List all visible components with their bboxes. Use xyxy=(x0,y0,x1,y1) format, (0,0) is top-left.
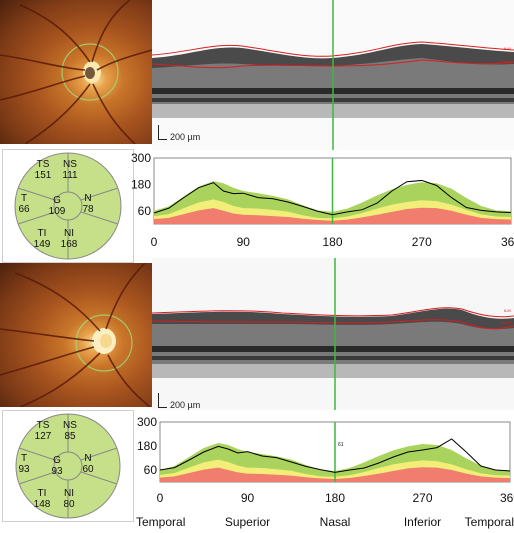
sector-g-value-2: 93 xyxy=(51,466,63,477)
sector-circle-2 xyxy=(15,413,121,519)
sector-ns-2: NS 85 xyxy=(54,420,86,442)
sector-g-label-1: G xyxy=(53,195,61,206)
sector-ts-value-1: 151 xyxy=(34,170,52,181)
sector-ni-label-1: NI xyxy=(64,228,74,239)
x-region-label-temporal-0: Temporal xyxy=(136,515,185,529)
sector-ts-label-1: TS xyxy=(36,159,50,170)
x-tick-label-270: 270 xyxy=(412,491,432,505)
scale-bar-label-1: 200 µm xyxy=(170,132,201,142)
rnfl-profile-line xyxy=(159,438,511,473)
sector-ti-value-1: 149 xyxy=(33,239,51,250)
sector-panel-2: TS 127 NS 85 T 93 G 93 N 60 TI 148 NI 80 xyxy=(2,410,134,522)
sector-ti-1: TI 149 xyxy=(26,228,58,250)
sector-n-label-2: N xyxy=(84,453,92,464)
sector-n-value-2: 60 xyxy=(82,464,94,475)
x-tick-label-90: 90 xyxy=(237,235,251,249)
sector-ni-value-2: 80 xyxy=(63,499,75,510)
sector-t-1: T 66 xyxy=(8,193,40,215)
fundus-image-2 xyxy=(0,263,152,407)
scale-bar-line-2 xyxy=(158,393,167,408)
oct-bscan-1: ILM RNFL 200 µm xyxy=(152,0,514,150)
y-tick-label-180: 180 xyxy=(137,439,157,453)
sector-n-1: N 78 xyxy=(72,193,104,215)
x-tick-label-360: 360 xyxy=(500,491,514,505)
sector-g-value-1: 109 xyxy=(48,206,66,217)
sector-n-2: N 60 xyxy=(72,453,104,475)
ilm-label-2: ILM xyxy=(504,308,511,313)
sector-g-2: G 93 xyxy=(41,455,73,477)
y-tick-label-180: 180 xyxy=(131,177,151,191)
rnfl-profile-svg-2: 61 300 180 60 0 90 180 270 360 Temporal Superior Na… xyxy=(136,415,514,529)
sector-g-1: G 109 xyxy=(41,195,73,217)
sector-ns-1: NS 111 xyxy=(54,159,86,181)
x-tick-label-180: 180 xyxy=(325,491,345,505)
rnfl-label-1: RNFL xyxy=(502,59,513,64)
rnfl-profile-chart-2: 61 300 180 60 0 90 180 270 360 Temporal Superior Na… xyxy=(132,410,514,533)
sector-t-label-1: T xyxy=(20,193,28,204)
sector-ts-1: TS 151 xyxy=(27,159,59,181)
sector-n-value-1: 78 xyxy=(82,204,94,215)
scale-bar-2: 200 µm xyxy=(158,392,218,410)
y-tick-label-300: 300 xyxy=(131,151,151,165)
sector-ni-label-2: NI xyxy=(64,488,74,499)
scale-bar-1: 200 µm xyxy=(158,122,218,142)
sector-n-label-1: N xyxy=(84,193,92,204)
sector-g-label-2: G xyxy=(53,455,61,466)
abnormal-band-red xyxy=(154,207,511,224)
x-tick-label-180: 180 xyxy=(322,235,342,249)
sector-ni-2: NI 80 xyxy=(53,488,85,510)
x-tick-label-0: 0 xyxy=(157,491,164,505)
fundus-vessels-1 xyxy=(0,0,152,144)
scale-bar-line-1 xyxy=(158,125,167,140)
x-region-label-inferior-3: Inferior xyxy=(404,515,441,529)
sector-ts-label-2: TS xyxy=(36,420,50,431)
sector-ts-value-2: 127 xyxy=(34,431,52,442)
sector-panel-1: TS 151 NS 111 T 66 G 109 N 78 TI 149 NI … xyxy=(2,149,134,263)
oct-layers-2: ILM RNFL xyxy=(152,258,514,410)
x-region-label-nasal-2: Nasal xyxy=(320,515,351,529)
x-tick-label-270: 270 xyxy=(412,235,432,249)
sector-ti-2: TI 148 xyxy=(26,488,58,510)
ilm-label-1: ILM xyxy=(504,46,511,51)
sector-ti-label-2: TI xyxy=(37,488,47,499)
sector-ts-2: TS 127 xyxy=(27,420,59,442)
rnfl-profile-chart-1: 300 180 60 0 90 180 270 360 xyxy=(131,150,514,258)
sector-ns-value-2: 85 xyxy=(64,431,76,442)
x-tick-label-360: 360 xyxy=(501,235,514,249)
fundus-image-1 xyxy=(0,0,152,144)
sector-ni-value-1: 168 xyxy=(60,239,78,250)
x-tick-label-0: 0 xyxy=(151,235,158,249)
sector-ni-1: NI 168 xyxy=(53,228,85,250)
scale-bar-label-2: 200 µm xyxy=(170,400,201,410)
x-region-label-temporal-4: Temporal xyxy=(465,515,514,529)
y-tick-label-300: 300 xyxy=(137,415,157,429)
sector-ns-value-1: 111 xyxy=(62,170,78,181)
position-marker-label: 61 xyxy=(338,442,344,448)
y-tick-label-60: 60 xyxy=(144,463,158,477)
fundus-vessels-2 xyxy=(0,263,151,407)
sector-ti-label-1: TI xyxy=(37,228,47,239)
x-region-label-superior-1: Superior xyxy=(225,515,270,529)
abnormal-band-red xyxy=(160,467,510,482)
oct-layers-1: ILM RNFL xyxy=(152,0,514,150)
sector-t-2: T 93 xyxy=(8,453,40,475)
y-tick-label-60: 60 xyxy=(138,204,152,218)
rnfl-profile-line xyxy=(153,179,512,216)
sector-ti-value-2: 148 xyxy=(33,499,51,510)
sector-t-label-2: T xyxy=(20,453,28,464)
rnfl-profile-svg-1: 300 180 60 0 90 180 270 360 xyxy=(131,151,514,249)
sector-circle-1 xyxy=(14,152,122,260)
rnfl-label-2: RNFL xyxy=(502,320,513,325)
sector-ns-label-2: NS xyxy=(63,420,77,431)
sector-ns-label-1: NS xyxy=(63,159,77,170)
sector-t-value-1: 66 xyxy=(18,204,30,215)
x-tick-label-90: 90 xyxy=(241,491,255,505)
sector-t-value-2: 93 xyxy=(18,464,30,475)
oct-bscan-2: ILM RNFL 200 µm xyxy=(152,258,514,410)
